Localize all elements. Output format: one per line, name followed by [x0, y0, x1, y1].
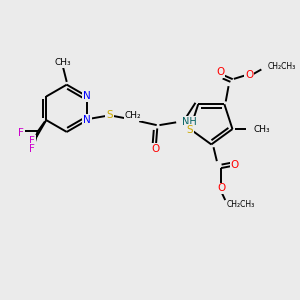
- Text: CH₃: CH₃: [54, 58, 71, 67]
- Text: NH: NH: [182, 116, 196, 127]
- Text: N: N: [83, 92, 91, 101]
- Text: CH₂: CH₂: [125, 111, 141, 120]
- Text: S: S: [106, 110, 113, 120]
- Text: O: O: [217, 183, 225, 194]
- Text: CH₃: CH₃: [253, 124, 270, 134]
- Text: O: O: [151, 144, 159, 154]
- Text: F: F: [29, 136, 35, 146]
- Text: CH₂CH₃: CH₂CH₃: [226, 200, 255, 209]
- Text: F: F: [29, 144, 35, 154]
- Text: F: F: [18, 128, 24, 138]
- Text: O: O: [231, 160, 239, 170]
- Text: O: O: [245, 70, 253, 80]
- Text: CH₂CH₃: CH₂CH₃: [268, 62, 296, 71]
- Text: S: S: [186, 124, 193, 135]
- Text: O: O: [216, 67, 224, 77]
- Text: N: N: [83, 115, 91, 125]
